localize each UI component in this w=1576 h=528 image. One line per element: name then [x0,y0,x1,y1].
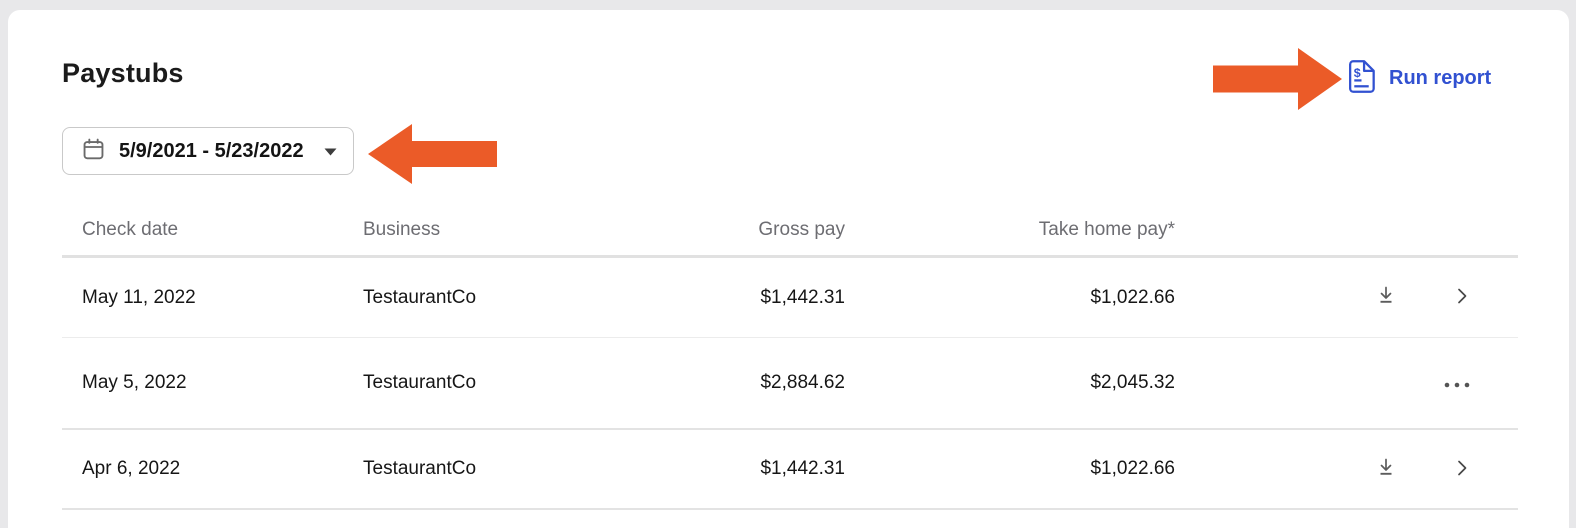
download-icon [1374,284,1398,311]
annotation-arrow-to-date-picker [368,124,497,189]
take-home-pay-cell: $1,022.66 [1090,286,1175,308]
column-header-check-date: Check date [82,218,179,240]
more-actions-button[interactable] [1444,376,1470,391]
column-header-business: Business [363,218,441,240]
business-cell: TestaurantCo [363,372,477,393]
date-range-picker[interactable]: 5/9/2021 - 5/23/2022 [62,127,354,175]
download-icon [1374,456,1398,483]
chevron-right-icon [1454,456,1470,483]
gross-pay-cell: $1,442.31 [760,286,845,308]
open-row-button[interactable] [1454,456,1470,483]
take-home-pay-cell: $2,045.32 [1090,372,1175,393]
business-cell: TestaurantCo [363,458,477,479]
run-report-label: Run report [1389,66,1492,89]
paystubs-card: Paystubs $ Run report [8,10,1569,528]
business-cell: TestaurantCo [363,286,477,308]
check-date-cell: Apr 6, 2022 [82,458,181,479]
more-icon [1444,376,1470,391]
table-header-row: Check date Business Gross pay Take home … [62,204,1518,258]
calendar-icon [81,137,106,165]
open-row-button[interactable] [1454,284,1470,311]
page-title: Paystubs [62,58,184,88]
report-icon: $ [1348,60,1375,96]
annotation-arrow-to-run-report [1213,48,1342,115]
check-date-cell: May 5, 2022 [82,372,187,393]
take-home-pay-cell: $1,022.66 [1090,458,1175,479]
caret-down-icon [324,144,337,159]
chevron-right-icon [1454,284,1470,311]
svg-text:$: $ [1354,66,1361,80]
paystubs-table: Check date Business Gross pay Take home … [62,204,1518,510]
gross-pay-cell: $2,884.62 [760,372,845,393]
gross-pay-cell: $1,442.31 [760,458,845,479]
column-header-take-home-pay: Take home pay* [1038,218,1175,240]
date-range-value: 5/9/2021 - 5/23/2022 [119,139,304,162]
download-button[interactable] [1374,456,1398,483]
column-header-gross-pay: Gross pay [758,218,845,240]
table-row[interactable]: Apr 6, 2022 TestaurantCo $1,442.31 $1,02… [62,428,1518,510]
download-button[interactable] [1374,284,1398,311]
check-date-cell: May 11, 2022 [82,286,196,308]
table-row[interactable]: May 11, 2022 TestaurantCo $1,442.31 $1,0… [62,258,1518,337]
table-row[interactable]: May 5, 2022 TestaurantCo $2,884.62 $2,04… [62,337,1518,428]
run-report-link[interactable]: $ Run report [1348,60,1491,96]
